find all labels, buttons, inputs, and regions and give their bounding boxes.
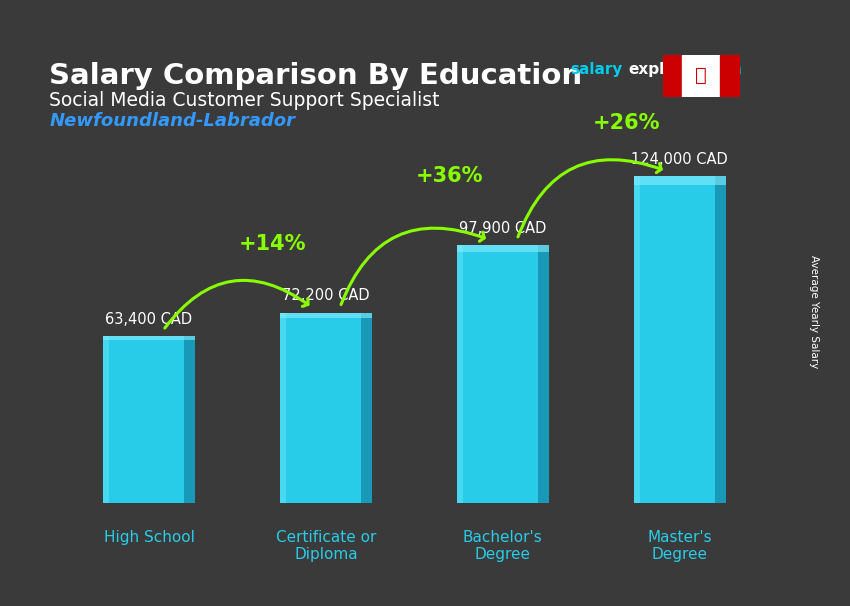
Bar	[682, 55, 720, 97]
Text: +36%: +36%	[416, 167, 484, 187]
Bar	[715, 176, 726, 503]
Bar	[280, 313, 286, 503]
Bar	[103, 336, 195, 503]
Text: explorer: explorer	[628, 62, 700, 77]
Bar	[720, 55, 740, 97]
Bar	[456, 245, 549, 251]
Text: 72,200 CAD: 72,200 CAD	[282, 288, 370, 304]
Bar	[103, 336, 195, 340]
Bar	[280, 313, 372, 503]
Bar	[663, 55, 682, 97]
Bar	[456, 245, 463, 503]
Text: 97,900 CAD: 97,900 CAD	[459, 221, 547, 236]
Text: +26%: +26%	[593, 113, 660, 133]
Bar	[361, 313, 372, 503]
Text: salary: salary	[570, 62, 623, 77]
Bar	[634, 176, 726, 503]
Text: 🍁: 🍁	[695, 66, 707, 85]
Bar	[634, 176, 726, 185]
Text: Social Media Customer Support Specialist: Social Media Customer Support Specialist	[49, 91, 439, 110]
Text: 63,400 CAD: 63,400 CAD	[105, 311, 193, 327]
Bar	[456, 245, 549, 503]
Text: Certificate or
Diploma: Certificate or Diploma	[275, 530, 376, 562]
Text: .com: .com	[702, 62, 743, 77]
Text: High School: High School	[104, 530, 195, 545]
Text: Average Yearly Salary: Average Yearly Salary	[808, 256, 819, 368]
Text: Salary Comparison By Education: Salary Comparison By Education	[49, 62, 582, 90]
Text: Newfoundland-Labrador: Newfoundland-Labrador	[49, 112, 295, 130]
Bar	[634, 176, 640, 503]
Text: +14%: +14%	[239, 234, 307, 254]
Text: Master's
Degree: Master's Degree	[648, 530, 712, 562]
Bar	[184, 336, 195, 503]
Text: Bachelor's
Degree: Bachelor's Degree	[463, 530, 542, 562]
Bar	[280, 313, 372, 318]
Bar	[103, 336, 110, 503]
Text: 124,000 CAD: 124,000 CAD	[632, 152, 728, 167]
Bar	[538, 245, 549, 503]
